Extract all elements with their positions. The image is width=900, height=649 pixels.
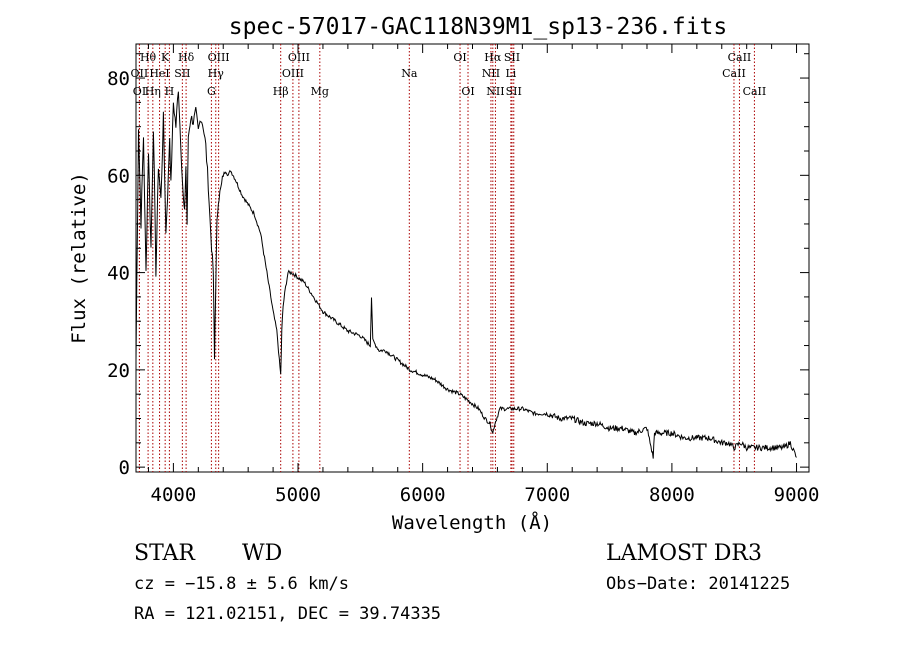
y-tick-label: 0 bbox=[119, 457, 130, 479]
line-markers bbox=[138, 44, 755, 472]
y-tick-label: 60 bbox=[107, 165, 130, 187]
line-marker-label-13: OIII bbox=[282, 67, 304, 80]
y-tick-label: 80 bbox=[107, 68, 130, 90]
y-tick-label: 20 bbox=[107, 360, 130, 382]
survey-name: LAMOST DR3 bbox=[606, 541, 762, 566]
object-subclass: WD bbox=[242, 541, 282, 566]
coordinates: RA = 121.02151, DEC = 39.74335 bbox=[134, 604, 441, 624]
line-marker-label-22: SII bbox=[504, 51, 520, 64]
line-marker-label-2: OI bbox=[133, 85, 146, 98]
x-tick-label: 6000 bbox=[400, 484, 446, 506]
y-tick-label: 40 bbox=[107, 263, 130, 285]
line-marker-label-16: Na bbox=[401, 67, 418, 80]
redshift-cz: cz = −15.8 ± 5.6 km/s bbox=[134, 574, 349, 594]
observation-date: Obs−Date: 20141225 bbox=[606, 574, 790, 594]
x-tick-label: 4000 bbox=[151, 484, 197, 506]
line-marker-label-25: CaII bbox=[728, 51, 752, 64]
line-marker-label-19: Hα bbox=[484, 51, 502, 64]
chart-title: spec-57017-GAC118N39M1_sp13-236.fits bbox=[229, 14, 728, 40]
x-axis-ticks: 4000 5000 6000 7000 8000 9000 bbox=[147, 44, 820, 506]
line-marker-label-17: OI bbox=[453, 51, 466, 64]
line-marker-label-6: H bbox=[165, 85, 175, 98]
line-marker-label-4: HeI bbox=[149, 67, 169, 80]
line-marker-label-26: CaII bbox=[722, 67, 746, 80]
x-tick-label: 8000 bbox=[649, 484, 695, 506]
line-marker-label-27: CaII bbox=[743, 85, 767, 98]
line-marker-label-12: Hβ bbox=[273, 85, 289, 98]
line-marker-label-11: G bbox=[207, 85, 216, 98]
y-axis-label: Flux (relative) bbox=[68, 172, 90, 344]
line-marker-label-9: OIII bbox=[208, 51, 230, 64]
line-marker-label-18: OI bbox=[461, 85, 474, 98]
line-marker-label-14: OIII bbox=[288, 51, 310, 64]
line-marker-label-10: Hγ bbox=[208, 67, 225, 80]
line-marker-label-24: SII bbox=[506, 85, 522, 98]
line-marker-label-5: K bbox=[161, 51, 170, 64]
object-class: STAR bbox=[134, 541, 196, 566]
x-tick-label: 9000 bbox=[774, 484, 820, 506]
spectrum-line bbox=[135, 91, 797, 459]
line-marker-label-1: OII bbox=[131, 67, 149, 80]
line-marker-label-21: NII bbox=[486, 85, 504, 98]
line-marker-label-8: Hδ bbox=[178, 51, 195, 64]
x-tick-label: 7000 bbox=[524, 484, 570, 506]
line-marker-label-0: Hθ bbox=[140, 51, 157, 64]
line-marker-label-23: Li bbox=[505, 67, 516, 80]
line-marker-label-7: SII bbox=[174, 67, 190, 80]
plot-frame bbox=[135, 43, 810, 473]
line-marker-label-20: NII bbox=[482, 67, 500, 80]
y-axis-ticks: 0 20 40 60 80 bbox=[107, 53, 809, 479]
x-tick-label: 5000 bbox=[275, 484, 321, 506]
x-axis-label: Wavelength (Å) bbox=[392, 511, 552, 534]
line-marker-label-15: Mg bbox=[311, 85, 329, 98]
line-marker-label-3: Hη bbox=[145, 85, 161, 98]
